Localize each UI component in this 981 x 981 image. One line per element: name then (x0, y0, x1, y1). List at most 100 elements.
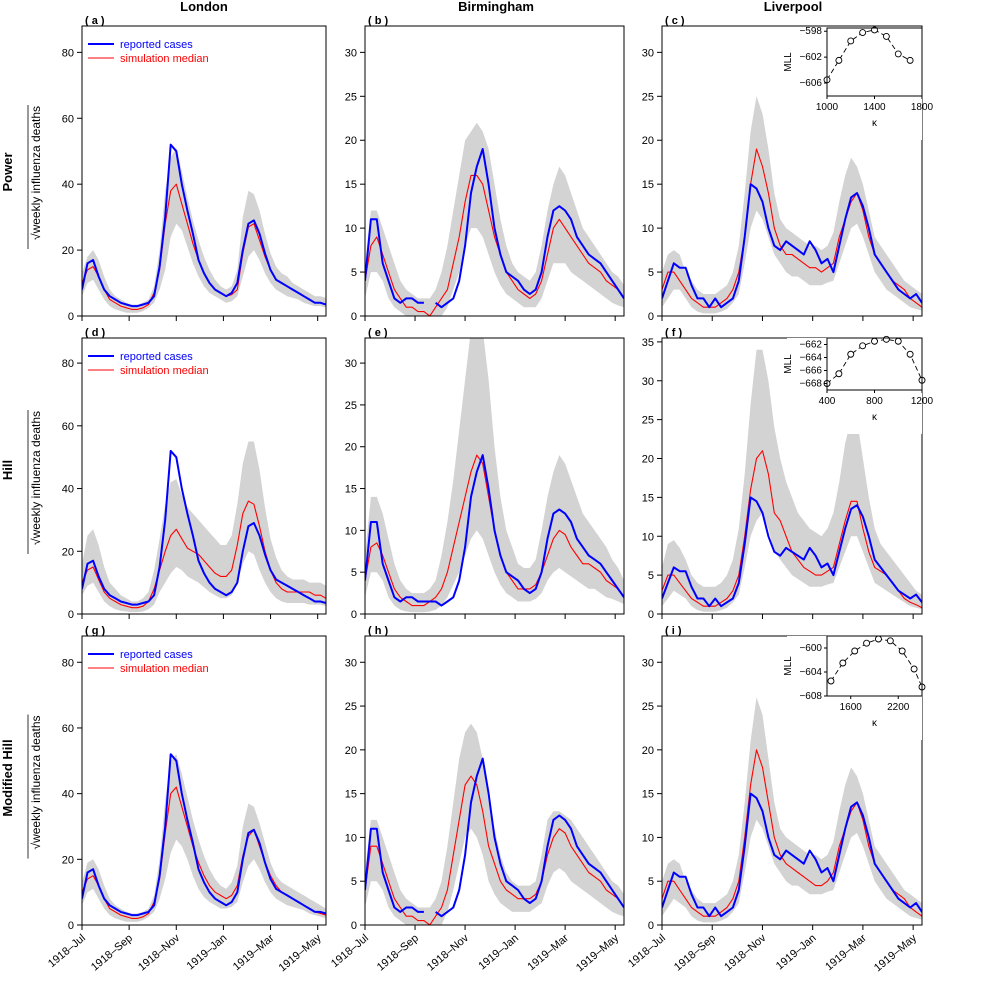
inset-point (898, 647, 906, 655)
x-tick-label: 1918–Nov (722, 932, 769, 974)
y-tick-label: 25 (642, 91, 654, 103)
reported-cases-line (82, 753, 326, 917)
inset-y-tick-label: −606 (799, 78, 822, 89)
panel-g: 0 20 40 60 80 1918–Jul 1918–Sep 1918–Nov 1919–Ja… (27, 625, 327, 974)
y-tick-label: 5 (351, 876, 357, 888)
inset-x-tick-label: 800 (866, 396, 883, 407)
y-tick-label: 15 (345, 484, 357, 496)
y-tick-label: 15 (642, 789, 654, 801)
panel-label: ( c ) (665, 15, 685, 27)
inset-profile-line (826, 29, 911, 81)
inset-point (847, 37, 855, 45)
y-tick-label: 30 (345, 657, 357, 669)
x-tick-label: 1918–Nov (425, 932, 472, 974)
x-tick-label: 1919–Mar (823, 932, 869, 973)
legend-label-reported: reported cases (120, 39, 193, 51)
reported-cases-line (662, 183, 922, 309)
y-tick-label: 25 (345, 400, 357, 412)
panel-label: ( d ) (85, 327, 105, 339)
y-tick-label: 80 (62, 358, 74, 370)
legend-label-simulated: simulation median (120, 365, 209, 377)
x-tick-label: 1919–Jan (774, 932, 819, 972)
x-tick-label: 1918–Sep (672, 932, 718, 973)
legend-label-simulated: simulation median (120, 663, 209, 675)
inset-point (847, 350, 855, 358)
column-title-london: London (180, 0, 228, 14)
x-tick-label: 1919–Jan (476, 932, 521, 972)
y-tick-label: 20 (642, 745, 654, 757)
y-tick-label: 5 (648, 876, 654, 888)
panel-label: ( h ) (368, 625, 388, 637)
y-tick-label: 20 (62, 546, 74, 558)
inset-point (906, 350, 914, 358)
simulation-median-line (82, 500, 326, 609)
x-tick-label: 1918–Sep (89, 932, 135, 973)
y-tick-label: 10 (345, 525, 357, 537)
panel-label: ( b ) (368, 15, 388, 27)
y-tick-label: 80 (62, 47, 74, 59)
y-tick-label: 15 (345, 789, 357, 801)
column-title-birmingham: Birmingham (458, 0, 534, 14)
y-tick-label: 10 (345, 223, 357, 235)
inset-i: −600 −604 −608 1600 2200 MLL κ (783, 635, 926, 740)
inset-frame (826, 635, 923, 697)
panel-label: ( a ) (85, 15, 105, 27)
panel-label: ( i ) (665, 625, 682, 637)
uncertainty-band (662, 349, 922, 612)
inset-x-tick-label: 1400 (863, 102, 886, 113)
y-tick-label: 0 (351, 311, 357, 323)
y-tick-label: 20 (345, 135, 357, 147)
inset-x-label: κ (872, 412, 878, 423)
x-tick-label: 1918–Sep (375, 932, 421, 973)
plot-frame (661, 25, 923, 317)
panel-d: 0 20 40 60 80 ( d ) √weekly influenza deaths re… (27, 327, 327, 621)
y-tick-label: 0 (68, 920, 74, 932)
uncertainty-band (365, 723, 624, 925)
x-tick-label: 1919–May (872, 932, 919, 975)
y-tick-label: 15 (345, 179, 357, 191)
inset-y-tick-label: −598 (799, 26, 822, 37)
row-title-power: Power (0, 152, 15, 191)
inset-point (851, 647, 859, 655)
plot-frame (364, 635, 625, 926)
simulation-median-line (365, 174, 624, 316)
inset-point (894, 337, 902, 345)
y-tick-label: 0 (351, 920, 357, 932)
uncertainty-band (82, 441, 326, 613)
y-tick-label: 0 (648, 920, 654, 932)
inset-x-tick-label: 2200 (887, 702, 910, 713)
y-tick-label: 25 (642, 701, 654, 713)
y-tick-label: 25 (345, 91, 357, 103)
inset-y-tick-label: −604 (799, 667, 822, 678)
reported-cases-line (662, 496, 922, 608)
inset-point (906, 56, 914, 64)
inset-y-label: MLL (783, 52, 794, 72)
inset-point (863, 639, 871, 647)
uncertainty-band (662, 96, 922, 314)
inset-y-label: MLL (783, 354, 794, 374)
y-tick-label: 20 (62, 245, 74, 257)
inset-y-tick-label: −668 (799, 379, 822, 390)
column-titles: London Birmingham Liverpool (180, 0, 822, 14)
inset-x-tick-label: 1000 (816, 102, 839, 113)
row-title-hill: Hill (0, 460, 15, 480)
inset-point (859, 29, 867, 36)
inset-point (835, 370, 843, 378)
y-axis-label: √weekly influenza deaths (29, 411, 43, 545)
panel-label: ( g ) (85, 625, 105, 637)
panel-e: 0 5 10 15 20 25 30 ( e ) (345, 327, 625, 621)
x-tick-label: 1918–Jul (46, 932, 88, 970)
inset-y-label: MLL (783, 656, 794, 676)
panel-f: 0 5 10 15 20 25 30 35 ( f ) −662 −664 −666 −668 400 80… (642, 327, 934, 621)
y-tick-label: 30 (642, 376, 654, 388)
inset-x-tick-label: 1600 (840, 702, 863, 713)
y-tick-label: 35 (642, 337, 654, 349)
y-tick-label: 15 (642, 179, 654, 191)
uncertainty-band (82, 147, 326, 313)
y-axis-label: √weekly influenza deaths (29, 716, 43, 850)
row-titles: Power Hill Modified Hill (0, 152, 15, 816)
y-tick-label: 5 (351, 267, 357, 279)
y-tick-label: 40 (62, 484, 74, 496)
